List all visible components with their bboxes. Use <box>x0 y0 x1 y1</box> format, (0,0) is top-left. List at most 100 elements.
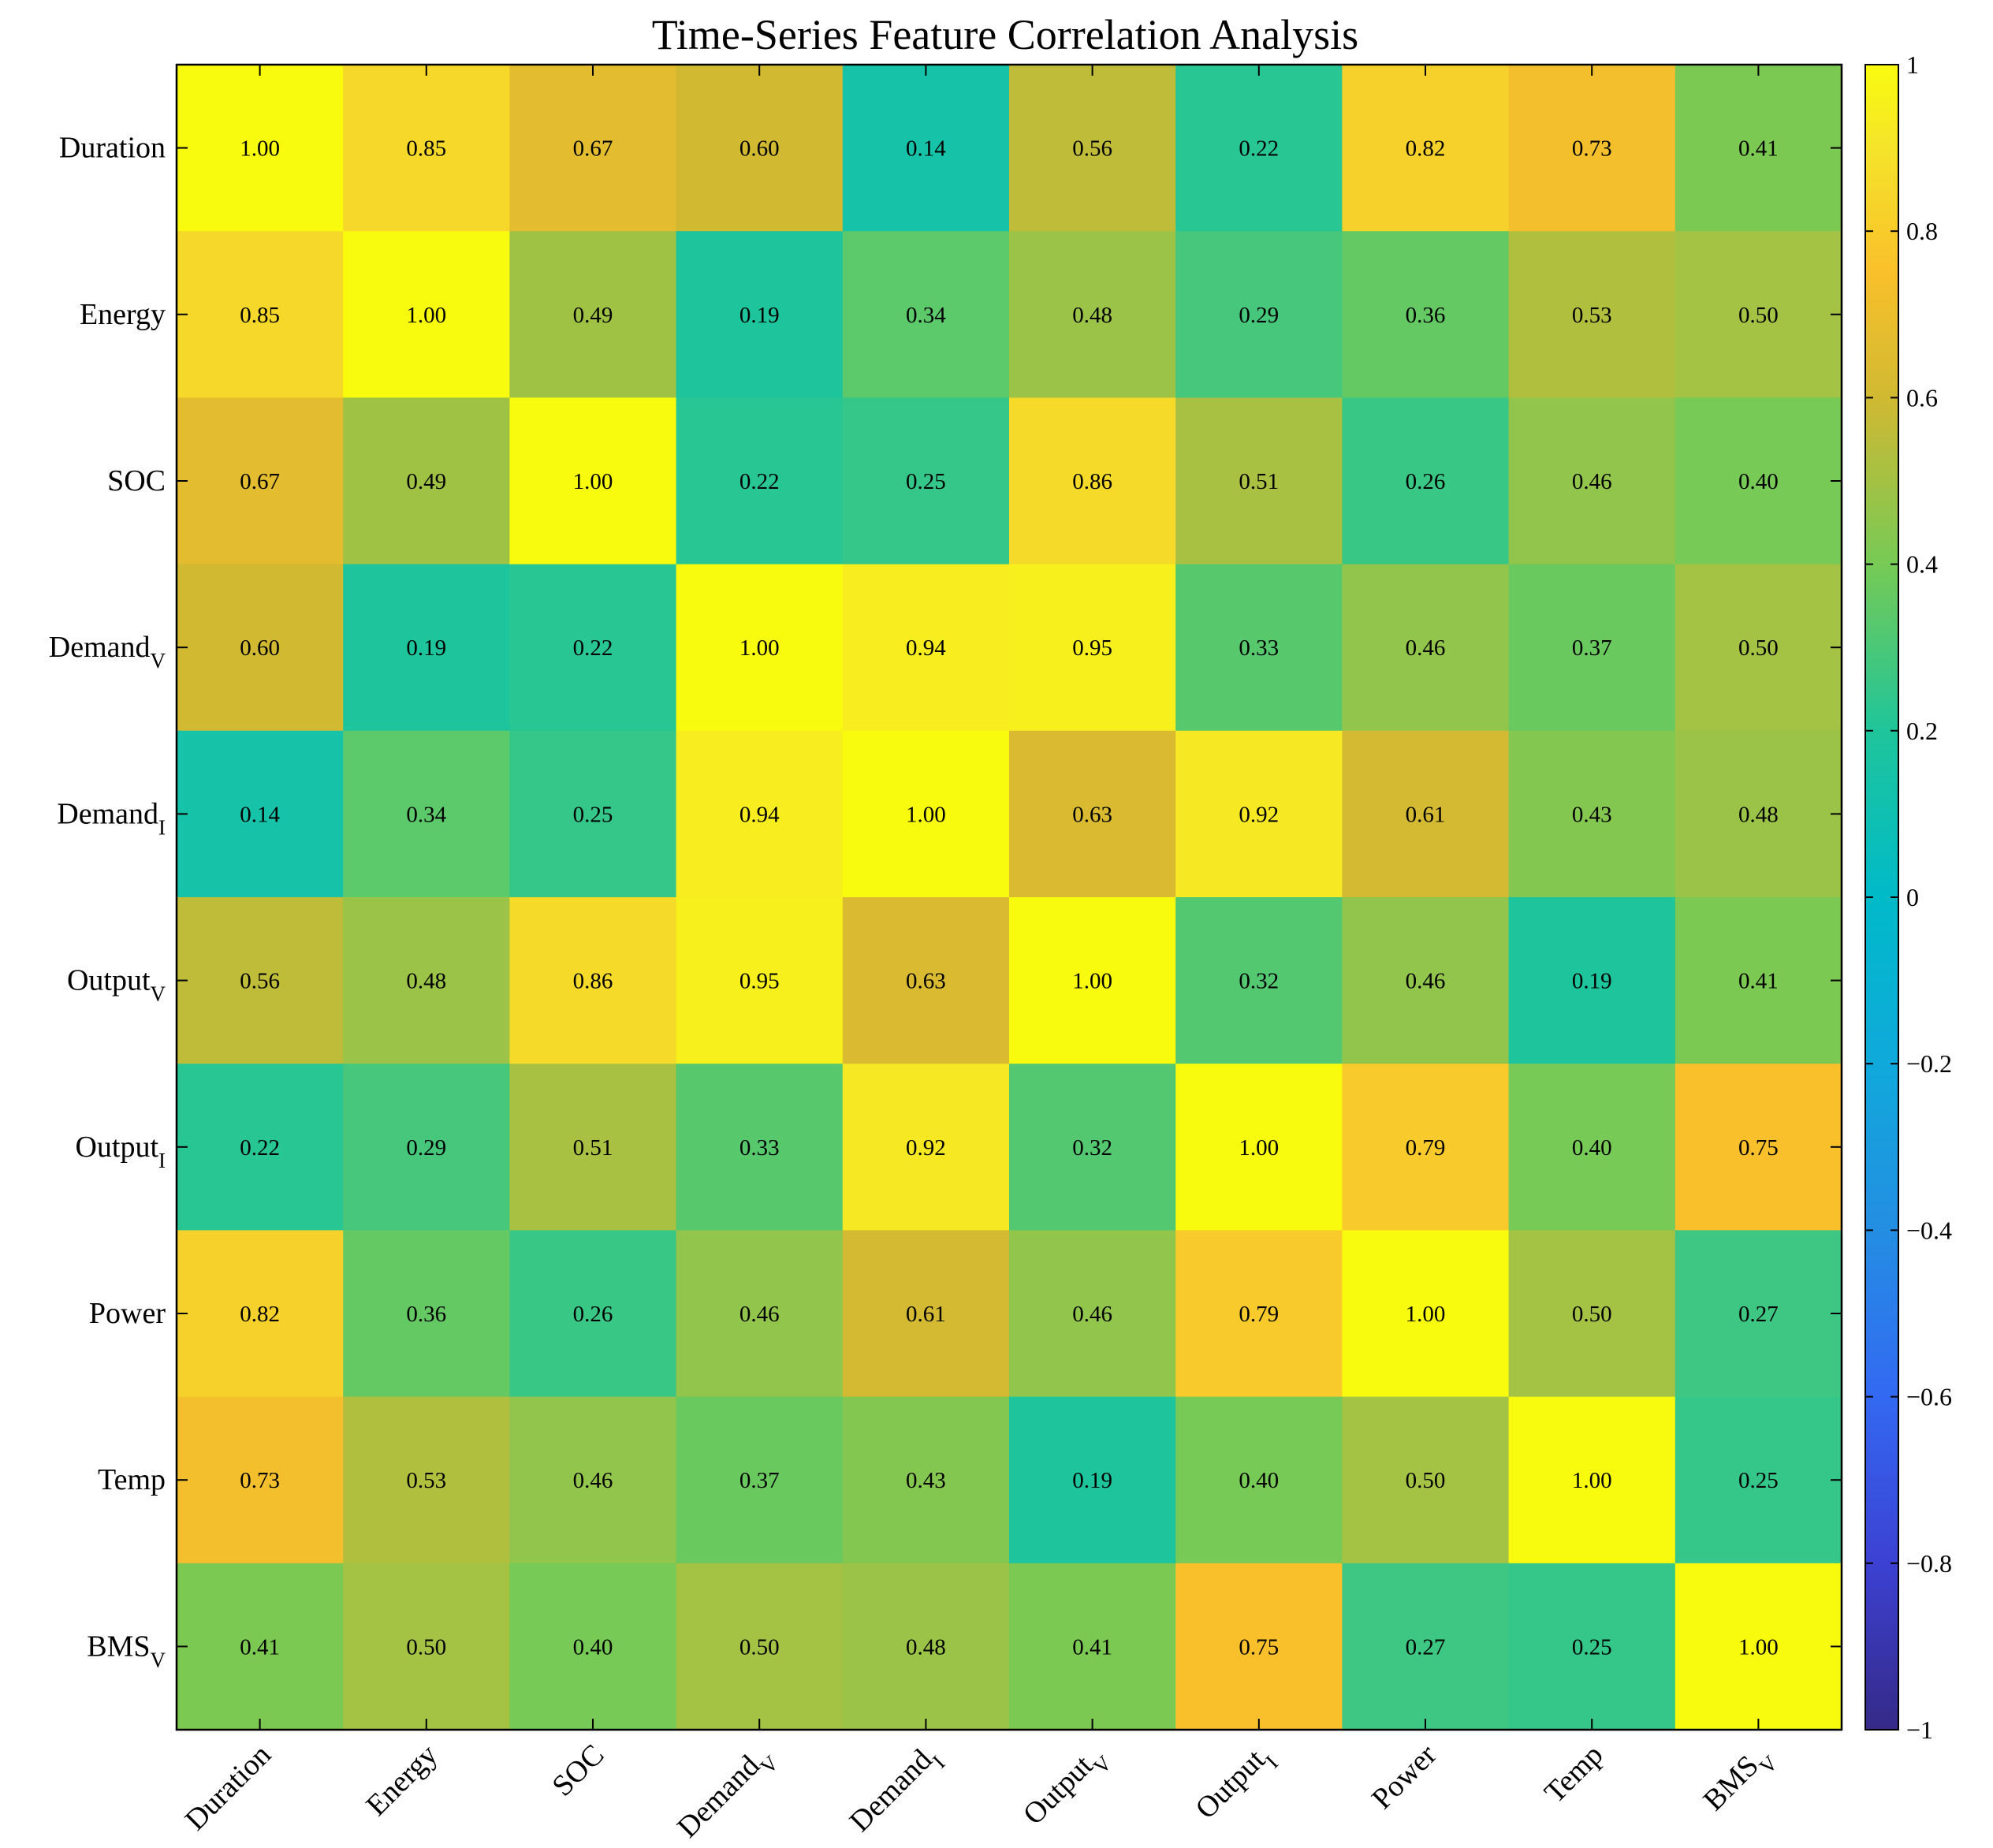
cell-value-label: 0.43 <box>1572 802 1612 827</box>
heatmap-cell <box>1508 730 1676 898</box>
heatmap-cell <box>1674 1230 1842 1398</box>
heatmap-cell <box>676 897 844 1064</box>
heatmap-cell <box>343 231 510 398</box>
heatmap-cell <box>1175 897 1343 1064</box>
heatmap-cell <box>676 231 844 398</box>
cell-value-label: 0.33 <box>1239 635 1279 661</box>
heatmap-cell <box>509 1064 677 1231</box>
heatmap-cell <box>1342 65 1510 232</box>
cell-value-label: 0.67 <box>240 469 280 494</box>
cell-value-label: 0.40 <box>1572 1135 1612 1161</box>
cell-value-label: 0.29 <box>406 1135 446 1161</box>
heatmap-cell <box>343 897 510 1064</box>
cell-value-label: 0.41 <box>1738 136 1779 162</box>
heatmap-cell <box>842 1563 1010 1731</box>
heatmap-cell <box>1342 397 1510 565</box>
heatmap-cell <box>1009 1563 1176 1731</box>
cell-value-label: 1.00 <box>240 136 280 162</box>
heatmap-cell <box>1342 897 1510 1064</box>
heatmap-cell <box>1508 564 1676 732</box>
cell-value-label: 0.40 <box>1738 469 1779 494</box>
heatmap-cell <box>1009 1064 1176 1231</box>
heatmap-cell <box>1674 231 1842 398</box>
heatmap-cell <box>676 1064 844 1231</box>
cell-value-label: 0.46 <box>1406 969 1446 994</box>
y-axis-tick-labels: Duration Energy SOC DemandV DemandI OutputV Ou… <box>49 132 166 1672</box>
heatmap-cell <box>343 1563 510 1731</box>
heatmap-cell <box>1674 65 1842 232</box>
colorbar: −1 −0.8 −0.6 −0.4 −0.2 0 0.2 0.4 0.6 0.8 1 <box>1864 50 1952 1744</box>
colorbar-tick-label: 0.2 <box>1906 717 1938 745</box>
heatmap-cell <box>676 397 844 565</box>
heatmap-cell <box>1342 1064 1510 1231</box>
heatmap-cell <box>842 231 1010 398</box>
cell-value-label: 0.37 <box>1572 635 1612 661</box>
y-tick-label: OutputV <box>67 964 166 1006</box>
cell-value-label: 0.79 <box>1406 1135 1446 1161</box>
heatmap-cell <box>1175 65 1343 232</box>
heatmap-cell <box>509 1230 677 1398</box>
cell-value-label: 0.37 <box>739 1468 780 1493</box>
heatmap-cell <box>1508 1230 1676 1398</box>
cell-value-label: 0.48 <box>1738 802 1779 827</box>
chart-title: Time-Series Feature Correlation Analysis <box>652 11 1358 58</box>
heatmap-cell <box>343 1064 510 1231</box>
cell-value-label: 0.95 <box>1072 635 1112 661</box>
heatmap-cell <box>1009 564 1176 732</box>
heatmap-cell <box>1508 397 1676 565</box>
cell-value-label: 0.85 <box>240 303 280 328</box>
heatmap-cell <box>1175 1563 1343 1731</box>
cell-value-label: 0.79 <box>1239 1302 1279 1327</box>
cell-value-label: 0.40 <box>1239 1468 1279 1493</box>
heatmap-cell <box>509 65 677 232</box>
cell-value-label: 0.26 <box>573 1302 613 1327</box>
cell-value-label: 0.19 <box>739 303 780 328</box>
heatmap-cell <box>1009 65 1176 232</box>
cell-value-label: 0.27 <box>1406 1634 1446 1660</box>
heatmap-cell <box>842 65 1010 232</box>
heatmap-cell <box>1674 1396 1842 1564</box>
heatmap-cell <box>343 65 510 232</box>
cell-value-label: 1.00 <box>406 303 446 328</box>
cell-value-label: 0.14 <box>906 136 946 162</box>
heatmap-cell <box>509 730 677 898</box>
cell-value-label: 0.22 <box>739 469 780 494</box>
heatmap-cell <box>177 1563 344 1731</box>
colorbar-tick-label: 0.6 <box>1906 383 1938 412</box>
cell-value-label: 0.53 <box>1572 303 1612 328</box>
heatmap-cell <box>343 564 510 732</box>
cell-value-label: 0.95 <box>739 969 780 994</box>
cell-value-label: 1.00 <box>1072 969 1112 994</box>
heatmap-cell <box>1009 897 1176 1064</box>
cell-value-label: 0.75 <box>1239 1634 1279 1660</box>
heatmap-cell <box>1342 1396 1510 1564</box>
cell-value-label: 0.48 <box>406 969 446 994</box>
heatmap-cell <box>1674 730 1842 898</box>
heatmap-cell <box>509 397 677 565</box>
heatmap-cell <box>1175 564 1343 732</box>
heatmap-cell <box>177 231 344 398</box>
y-tick-label: DemandI <box>57 797 166 839</box>
heatmap-cell <box>343 1396 510 1564</box>
cell-value-label: 1.00 <box>1738 1634 1779 1660</box>
colorbar-tick-label: −1 <box>1906 1716 1933 1744</box>
heatmap-cell <box>1674 1563 1842 1731</box>
y-tick-label: SOC <box>107 464 166 497</box>
y-tick-label: BMSV <box>87 1630 166 1671</box>
cell-value-label: 0.29 <box>1239 303 1279 328</box>
heatmap-cell <box>1342 231 1510 398</box>
heatmap-cell <box>1342 564 1510 732</box>
cell-value-label: 0.53 <box>406 1468 446 1493</box>
heatmap-cell <box>1342 1563 1510 1731</box>
heatmap-cell <box>676 730 844 898</box>
heatmap-cell <box>1674 564 1842 732</box>
heatmap-cell <box>177 65 344 232</box>
cell-value-label: 0.63 <box>906 969 946 994</box>
cell-value-label: 0.46 <box>573 1468 613 1493</box>
heatmap-cell <box>177 730 344 898</box>
heatmap-cell <box>509 897 677 1064</box>
heatmap-cell <box>509 1563 677 1731</box>
cell-value-label: 0.61 <box>906 1302 946 1327</box>
cell-value-label: 0.67 <box>573 136 613 162</box>
